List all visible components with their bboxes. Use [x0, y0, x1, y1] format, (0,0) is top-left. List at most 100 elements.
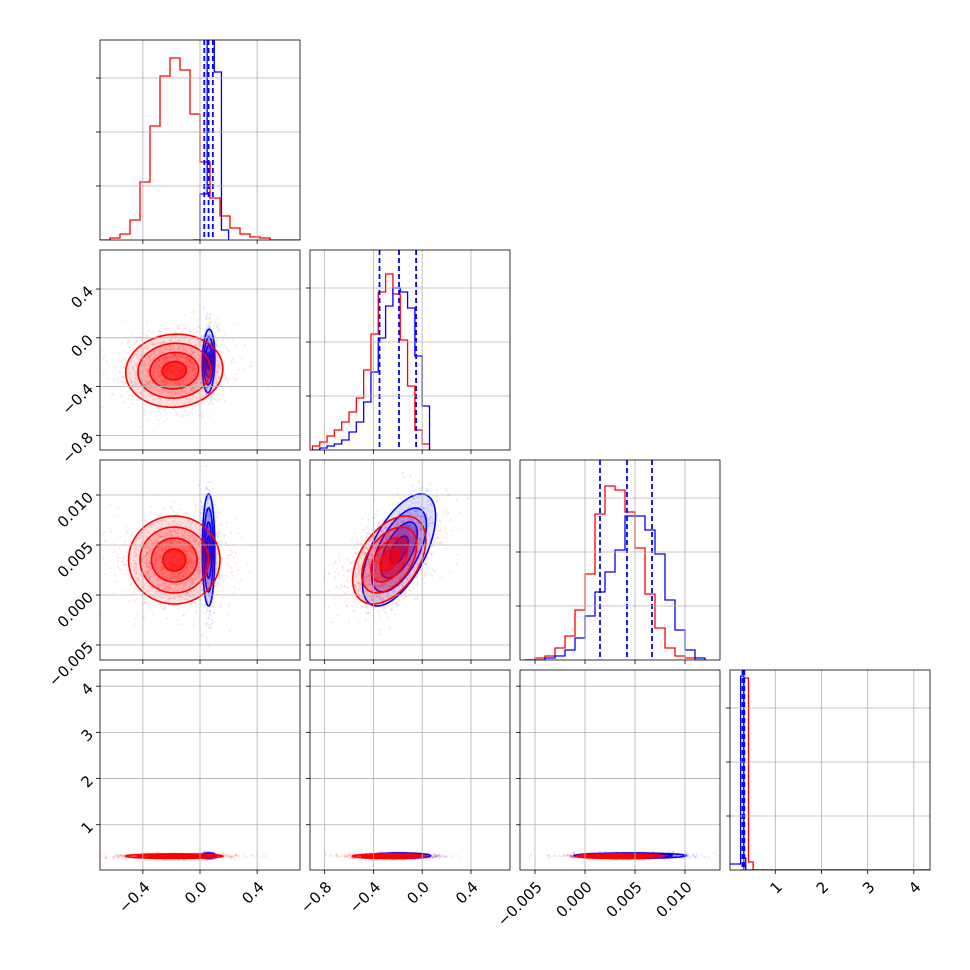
blue-series-point	[417, 480, 421, 483]
red-series-point	[152, 613, 155, 616]
red-series-point	[192, 369, 195, 372]
red-series-point	[215, 582, 218, 585]
scatter-panel-0-1: −0.8−0.40.00.4	[59, 249, 301, 467]
red-series-point	[200, 375, 203, 378]
red-series-point	[196, 340, 199, 343]
red-series-point	[174, 380, 177, 383]
red-series-point	[174, 382, 178, 385]
red-series-point	[226, 378, 229, 381]
red-series-point	[217, 324, 220, 327]
red-series-point	[152, 371, 155, 374]
red-series-point	[165, 357, 168, 360]
red-series-point	[226, 613, 229, 616]
red-series-point	[197, 354, 200, 357]
red-series-point	[184, 361, 187, 364]
blue-series-point	[467, 497, 470, 500]
blue-series-point	[207, 369, 211, 373]
red-series-point	[161, 380, 164, 383]
red-series-point	[157, 389, 160, 392]
red-series-point	[122, 357, 125, 360]
red-series-point	[144, 383, 147, 387]
red-series-point	[177, 345, 180, 348]
red-series-point	[207, 367, 211, 371]
red-series-point	[227, 605, 230, 608]
red-series-point	[189, 361, 192, 365]
red-series-point	[145, 334, 148, 337]
red-series-point	[165, 390, 168, 393]
red-series-point	[147, 335, 150, 338]
red-series-point	[201, 394, 205, 397]
red-series-point	[178, 357, 182, 360]
blue-series-point	[210, 395, 213, 398]
red-series-point	[227, 338, 230, 341]
red-series-point	[157, 374, 160, 378]
y-tick-label: 0.010	[54, 488, 97, 531]
red-series-point	[182, 344, 185, 347]
red-series-point	[132, 381, 136, 384]
red-series-point	[176, 356, 179, 359]
red-series-point	[179, 391, 182, 394]
red-series-point	[205, 376, 208, 379]
red-series-point	[128, 599, 131, 602]
red-series-point	[210, 363, 213, 367]
red-series-point	[220, 546, 224, 549]
red-series-point	[181, 381, 184, 384]
red-series-point	[188, 367, 192, 370]
red-series-point	[143, 383, 146, 386]
red-series-point	[157, 353, 160, 356]
red-series-point	[153, 353, 156, 356]
blue-series-point	[436, 495, 439, 498]
red-series-point	[134, 373, 137, 376]
red-series-point	[148, 607, 151, 610]
red-series-point	[182, 356, 185, 359]
red-series-point	[196, 367, 199, 371]
red-series-point	[103, 539, 107, 542]
red-series-point	[185, 391, 188, 395]
red-series-point	[160, 381, 164, 384]
red-series-point	[166, 417, 169, 421]
red-series-point	[123, 319, 126, 322]
red-series-point	[111, 393, 114, 397]
red-series-point	[162, 605, 166, 609]
red-series-point	[160, 412, 163, 415]
red-series-point	[185, 379, 189, 382]
blue-series-point	[207, 626, 211, 630]
red-series-point	[175, 413, 178, 417]
red-series-point	[204, 515, 208, 519]
red-series-point	[157, 368, 160, 371]
blue-series-point	[378, 614, 381, 617]
hist-blue-series	[192, 40, 230, 240]
red-series-point	[176, 412, 180, 415]
red-series-point	[159, 349, 162, 352]
red-series-point	[227, 565, 230, 568]
blue-series-point	[204, 464, 207, 468]
red-series-point	[135, 353, 138, 356]
red-series-point	[144, 373, 147, 377]
blue-series-point	[335, 585, 338, 589]
red-series-point	[163, 356, 166, 359]
red-series-point	[152, 367, 155, 370]
red-series-point	[174, 411, 178, 414]
red-series-point	[135, 379, 138, 382]
red-series-point	[144, 396, 148, 400]
red-series-point	[189, 375, 193, 378]
red-series-point	[164, 327, 167, 330]
red-series-point	[204, 368, 207, 371]
red-series-point	[121, 377, 125, 380]
red-series-point	[113, 592, 116, 595]
red-series-point	[162, 391, 165, 394]
red-series-point	[191, 311, 194, 314]
red-series-point	[148, 359, 152, 362]
blue-series-point	[205, 335, 209, 338]
red-series-point	[154, 377, 157, 381]
red-series-point	[151, 381, 154, 384]
red-series-point	[156, 376, 159, 379]
red-series-point	[153, 350, 156, 353]
red-series-point	[222, 590, 225, 593]
red-series-point	[214, 321, 217, 325]
red-series-point	[127, 372, 130, 375]
panel-frame	[309, 249, 511, 451]
red-series-point	[205, 376, 208, 379]
red-series-point	[156, 349, 159, 353]
